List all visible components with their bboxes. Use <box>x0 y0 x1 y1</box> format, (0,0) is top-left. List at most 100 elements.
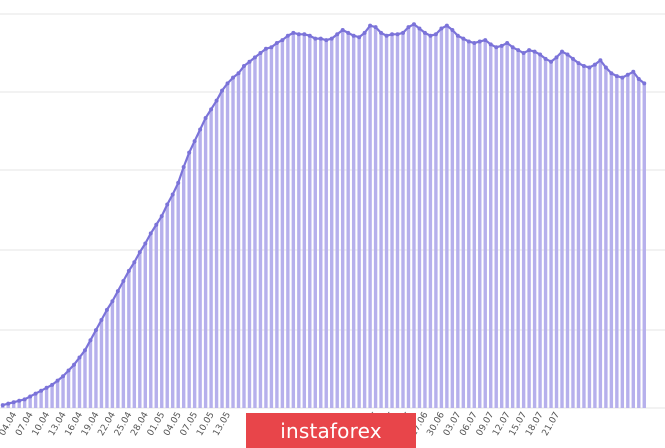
bar-54 <box>297 34 301 409</box>
bar-82 <box>450 29 455 408</box>
bar-44 <box>242 66 246 408</box>
bar-86 <box>472 42 476 409</box>
point-41 <box>225 81 230 86</box>
point-22 <box>121 279 126 284</box>
point-69 <box>379 30 384 35</box>
series-line-layer <box>2 23 645 407</box>
bar-90 <box>494 47 498 408</box>
bar-78 <box>428 35 433 409</box>
bar-27 <box>149 233 153 408</box>
bar-18 <box>99 319 104 408</box>
bar-70 <box>384 35 389 409</box>
bars <box>1 24 646 409</box>
point-79 <box>433 32 438 37</box>
point-34 <box>187 150 192 155</box>
bar-59 <box>324 40 328 408</box>
point-26 <box>143 241 148 246</box>
point-86 <box>472 40 477 45</box>
bar-95 <box>521 53 526 409</box>
point-65 <box>357 35 362 40</box>
bar-101 <box>554 57 559 408</box>
point-90 <box>494 45 499 50</box>
bar-98 <box>538 54 542 408</box>
point-67 <box>368 23 373 28</box>
point-44 <box>242 64 246 69</box>
point-0 <box>0 403 5 408</box>
bar-50 <box>275 42 279 409</box>
point-15 <box>82 348 87 353</box>
point-84 <box>461 36 466 41</box>
point-9 <box>50 382 55 387</box>
point-38 <box>209 107 214 112</box>
point-92 <box>505 40 510 45</box>
bar-79 <box>434 34 438 409</box>
point-53 <box>291 30 296 35</box>
bar-38 <box>209 109 213 408</box>
bar-41 <box>225 83 230 409</box>
point-58 <box>318 36 323 41</box>
bar-46 <box>253 57 257 408</box>
point-113 <box>620 75 625 80</box>
point-32 <box>176 180 181 185</box>
point-2 <box>11 400 16 405</box>
bar-20 <box>110 301 115 408</box>
point-74 <box>406 25 411 30</box>
bar-74 <box>406 27 411 409</box>
bar-104 <box>571 58 575 408</box>
point-93 <box>510 45 515 50</box>
point-111 <box>609 71 614 76</box>
bar-69 <box>379 32 383 409</box>
point-36 <box>198 127 203 132</box>
bar-53 <box>291 32 296 409</box>
point-105 <box>576 61 581 66</box>
bar-110 <box>604 67 608 409</box>
bar-94 <box>516 50 520 409</box>
bar-89 <box>489 44 493 409</box>
bar-34 <box>187 152 191 408</box>
bar-115 <box>631 71 635 408</box>
point-35 <box>192 139 197 144</box>
point-82 <box>450 27 455 32</box>
point-112 <box>614 74 619 79</box>
bar-16 <box>88 340 93 408</box>
point-30 <box>165 202 170 207</box>
bar-56 <box>308 35 312 409</box>
point-16 <box>88 338 93 343</box>
point-40 <box>220 88 225 93</box>
point-43 <box>236 71 241 76</box>
point-108 <box>592 62 597 67</box>
bar-97 <box>532 51 537 409</box>
point-55 <box>302 32 307 37</box>
point-54 <box>296 32 301 37</box>
bar-36 <box>198 129 202 408</box>
bar-105 <box>576 63 581 408</box>
point-107 <box>587 65 592 70</box>
bar-32 <box>176 182 180 408</box>
bar-111 <box>609 73 614 408</box>
bar-9 <box>50 384 54 408</box>
point-77 <box>422 30 427 35</box>
bar-7 <box>39 390 43 408</box>
bar-65 <box>357 37 361 408</box>
bar-63 <box>346 32 350 409</box>
point-114 <box>625 72 630 77</box>
point-20 <box>110 299 115 304</box>
point-8 <box>44 385 49 390</box>
point-95 <box>521 51 526 56</box>
point-59 <box>324 38 329 43</box>
point-66 <box>362 30 367 35</box>
bar-81 <box>445 25 449 408</box>
point-1 <box>6 401 11 406</box>
bar-48 <box>264 48 268 408</box>
point-46 <box>252 55 257 60</box>
bar-40 <box>220 90 224 408</box>
bar-11 <box>61 376 65 408</box>
point-52 <box>285 33 290 38</box>
bar-24 <box>132 262 137 408</box>
bar-58 <box>319 38 323 408</box>
point-78 <box>428 33 433 38</box>
bar-62 <box>340 29 345 408</box>
point-91 <box>499 43 504 48</box>
point-99 <box>543 56 548 61</box>
point-17 <box>93 328 98 333</box>
